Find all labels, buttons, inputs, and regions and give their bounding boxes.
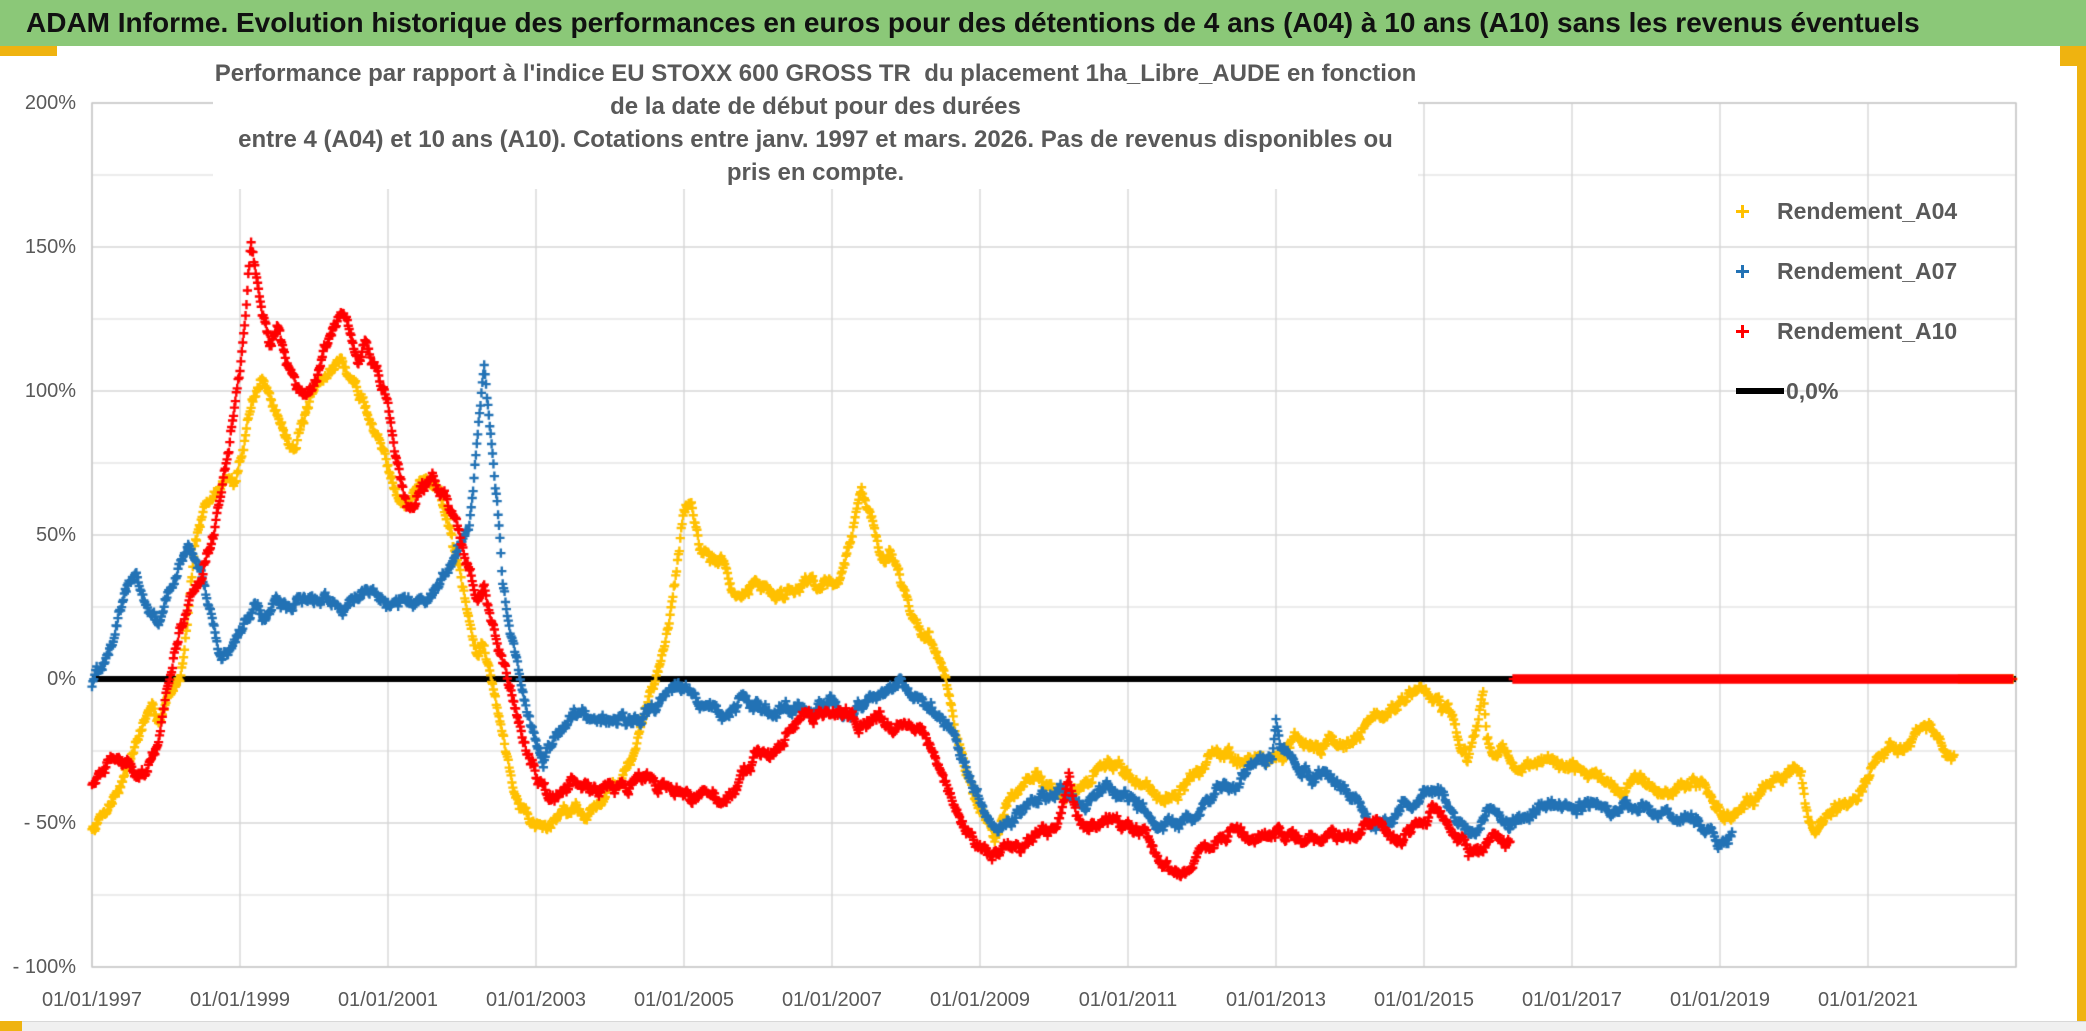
y-axis-label: 150% xyxy=(24,236,76,258)
gold-accent-footer xyxy=(0,1021,22,1031)
legend-label: Rendement_A04 xyxy=(1777,197,1958,224)
gold-accent-right-strip xyxy=(2077,56,2086,1031)
legend-item-rendement-a04: Rendement_A04 xyxy=(1736,193,1957,229)
legend-item-zero-line: 0,0% xyxy=(1736,373,1838,409)
plus-marker-icon xyxy=(1736,204,1749,218)
x-axis-label: 01/01/2015 xyxy=(1373,989,1475,1011)
x-axis-label: 01/01/2001 xyxy=(337,989,439,1011)
x-axis-label: 01/01/2011 xyxy=(1078,989,1178,1011)
x-axis-label: 01/01/1997 xyxy=(41,989,143,1011)
y-axis-label: 50% xyxy=(35,524,76,546)
y-axis-label: 0% xyxy=(47,668,76,690)
x-axis-label: 01/01/2019 xyxy=(1669,989,1771,1011)
zero-line-icon xyxy=(1736,388,1784,394)
legend-label: Rendement_A07 xyxy=(1777,257,1958,284)
x-axis-label: 01/01/1999 xyxy=(189,989,291,1011)
y-axis-label: 200% xyxy=(24,92,76,114)
legend-item-rendement-a07: Rendement_A07 xyxy=(1736,253,1957,289)
x-axis-label: 01/01/2009 xyxy=(929,989,1031,1011)
y-axis-label: - 50% xyxy=(23,812,76,834)
y-axis-label: - 100% xyxy=(12,956,76,978)
x-axis-label: 01/01/2021 xyxy=(1817,989,1919,1011)
x-axis-label: 01/01/2005 xyxy=(633,989,735,1011)
gold-accent-left xyxy=(0,46,57,56)
legend-label: 0,0% xyxy=(1786,377,1839,404)
page-title: ADAM Informe. Evolution historique des p… xyxy=(0,0,2086,46)
legend-item-rendement-a10: Rendement_A10 xyxy=(1736,313,1957,349)
plus-marker-icon xyxy=(1736,324,1749,338)
chart-title: Performance par rapport à l'indice EU ST… xyxy=(213,57,1418,189)
legend-label: Rendement_A10 xyxy=(1777,317,1958,344)
y-axis-label: 100% xyxy=(24,380,76,402)
x-axis-label: 01/01/2013 xyxy=(1225,989,1327,1011)
x-axis-label: 01/01/2017 xyxy=(1521,989,1623,1011)
x-axis-label: 01/01/2003 xyxy=(485,989,587,1011)
x-axis-label: 01/01/2007 xyxy=(781,989,883,1011)
plus-marker-icon xyxy=(1736,264,1749,278)
footer-strip xyxy=(0,1021,2086,1031)
